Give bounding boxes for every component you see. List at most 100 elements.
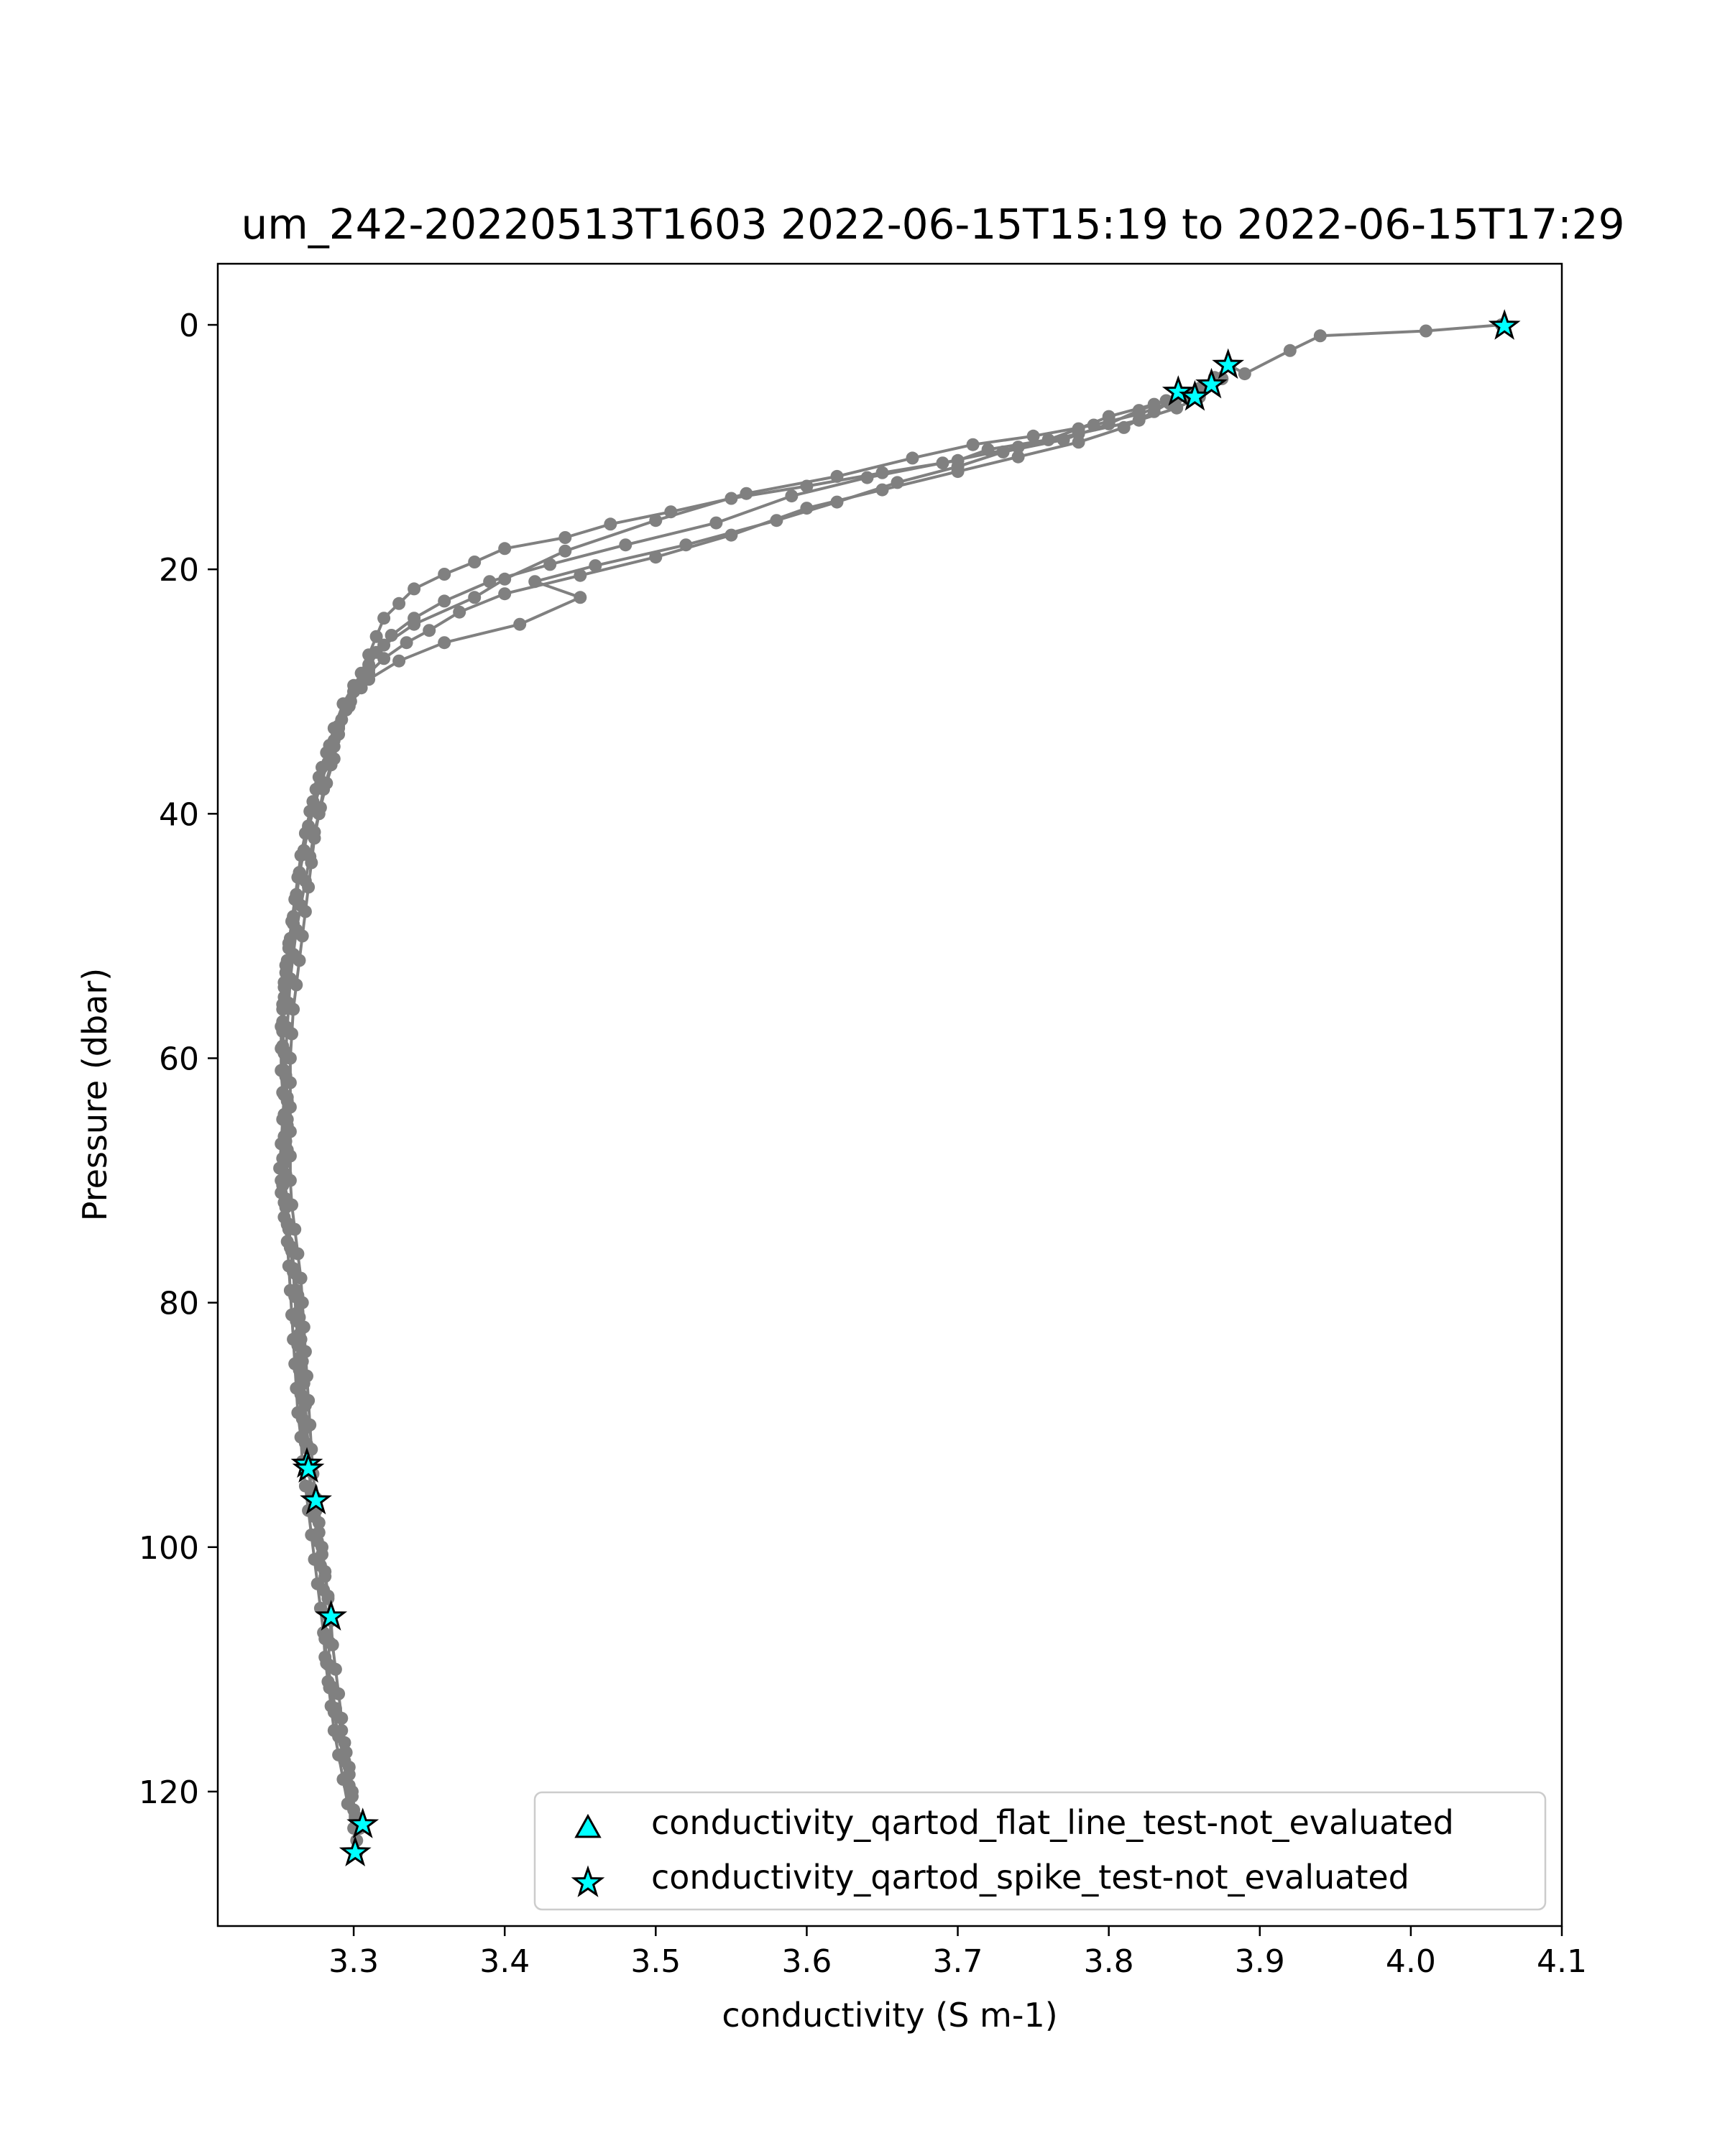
x-tick-label: 3.7: [933, 1943, 983, 1980]
profile-point: [316, 760, 328, 774]
profile-point: [310, 1534, 324, 1548]
y-tick-label: 0: [179, 308, 199, 344]
profile-point: [327, 1705, 341, 1719]
profile-point: [295, 1355, 309, 1368]
profile-point: [408, 582, 421, 596]
profile-point: [1072, 427, 1085, 441]
profile-point: [342, 1779, 356, 1792]
legend: conductivity_qartod_flat_line_test-not_e…: [533, 1791, 1547, 1911]
spike-flag-marker: [300, 1483, 332, 1515]
profile-point: [276, 1003, 290, 1016]
profile-point: [498, 542, 512, 556]
profile-point: [297, 1376, 310, 1390]
spike-flag-marker: [1195, 367, 1228, 399]
profile-point: [936, 456, 949, 470]
profile-point: [483, 575, 497, 589]
profile-point: [276, 1025, 290, 1038]
spike-flag-marker: [1212, 348, 1245, 379]
profile-point: [558, 531, 572, 544]
profile-point: [1011, 450, 1025, 464]
profile-point: [347, 1803, 361, 1817]
profile-point: [619, 538, 632, 552]
profile-point: [377, 612, 391, 625]
profile-point: [282, 1222, 295, 1236]
profile-point: [313, 1559, 327, 1572]
x-tick-label: 3.9: [1235, 1943, 1285, 1980]
profile-point: [308, 1510, 321, 1524]
profile-point: [318, 1632, 332, 1646]
profile-point: [277, 1046, 291, 1060]
profile-point: [285, 915, 298, 928]
x-tick-label: 3.4: [479, 1943, 530, 1980]
profile-point: [282, 936, 295, 950]
profile-point: [468, 591, 482, 604]
x-axis: 3.3 3.4 3.5 3.6 3.7 3.8 3.9 4.0 4.1: [328, 1926, 1587, 1980]
profile-point: [291, 1289, 305, 1302]
profile-point: [323, 739, 336, 752]
profile-point: [400, 636, 413, 650]
profile-point: [679, 538, 693, 552]
profile-point: [298, 826, 312, 840]
legend-star-marker: [571, 1865, 605, 1897]
profile-point: [1313, 329, 1327, 343]
profile-point: [785, 489, 799, 503]
profile-point: [279, 1201, 293, 1214]
y-axis: 0 20 40 60 80 100 120: [139, 308, 218, 1811]
x-tick-label: 4.1: [1537, 1943, 1587, 1980]
spike-flag-marker: [315, 1600, 348, 1631]
profile-point: [1026, 429, 1040, 443]
profile-point: [891, 476, 904, 489]
profile-point: [298, 1399, 312, 1412]
profile-point: [369, 630, 383, 643]
profile-point: [303, 804, 317, 818]
profile-point: [528, 575, 542, 589]
profile-point: [1132, 413, 1146, 427]
profile-point: [1011, 441, 1025, 454]
profile-point: [300, 1421, 313, 1434]
profile-point: [279, 1069, 293, 1082]
plot-area: [273, 309, 1521, 1866]
profile-point: [1419, 324, 1432, 338]
profile-point: [279, 959, 293, 972]
profile-point: [327, 752, 341, 765]
legend-box: [533, 1791, 1547, 1911]
legend-label-flat-line: conductivity_qartod_flat_line_test-not_e…: [651, 1803, 1454, 1842]
y-tick-label: 120: [139, 1774, 199, 1811]
profile-point: [438, 568, 451, 581]
y-tick-label: 20: [159, 552, 199, 589]
profile-point: [1283, 344, 1297, 357]
profile-point: [293, 1311, 306, 1324]
profile-point: [543, 558, 557, 571]
profile-point: [438, 594, 451, 608]
spike-flag-marker: [1179, 379, 1211, 411]
profile-point: [287, 947, 300, 961]
profile-point: [280, 1090, 294, 1104]
profile-point: [574, 591, 587, 604]
x-tick-label: 3.6: [781, 1943, 832, 1980]
profile-point: [280, 1112, 294, 1126]
x-tick-label: 3.8: [1084, 1943, 1134, 1980]
spike-flag-marker: [292, 1452, 325, 1483]
profile-point: [332, 719, 346, 732]
profile-point: [385, 629, 398, 642]
profile-point: [1170, 401, 1184, 415]
profile-point: [649, 514, 663, 528]
profile-point: [589, 559, 602, 573]
profile-point: [279, 1168, 293, 1181]
profile-point: [468, 556, 482, 568]
profile-point: [288, 1266, 302, 1280]
profile-point: [392, 596, 406, 610]
profile-point: [740, 487, 753, 500]
y-tick-label: 40: [159, 796, 199, 833]
profile-point: [906, 451, 919, 465]
profile-point: [294, 1332, 308, 1346]
profile-point: [277, 980, 291, 994]
y-tick-label: 80: [159, 1286, 199, 1322]
profile-point: [309, 783, 323, 796]
profile-line-1: [278, 377, 1223, 1853]
profile-line-2: [280, 377, 1223, 1829]
profile-point: [423, 624, 436, 637]
profile-point: [323, 1681, 336, 1695]
legend-label-spike: conductivity_qartod_spike_test-not_evalu…: [651, 1858, 1409, 1897]
profile-point: [453, 605, 466, 619]
